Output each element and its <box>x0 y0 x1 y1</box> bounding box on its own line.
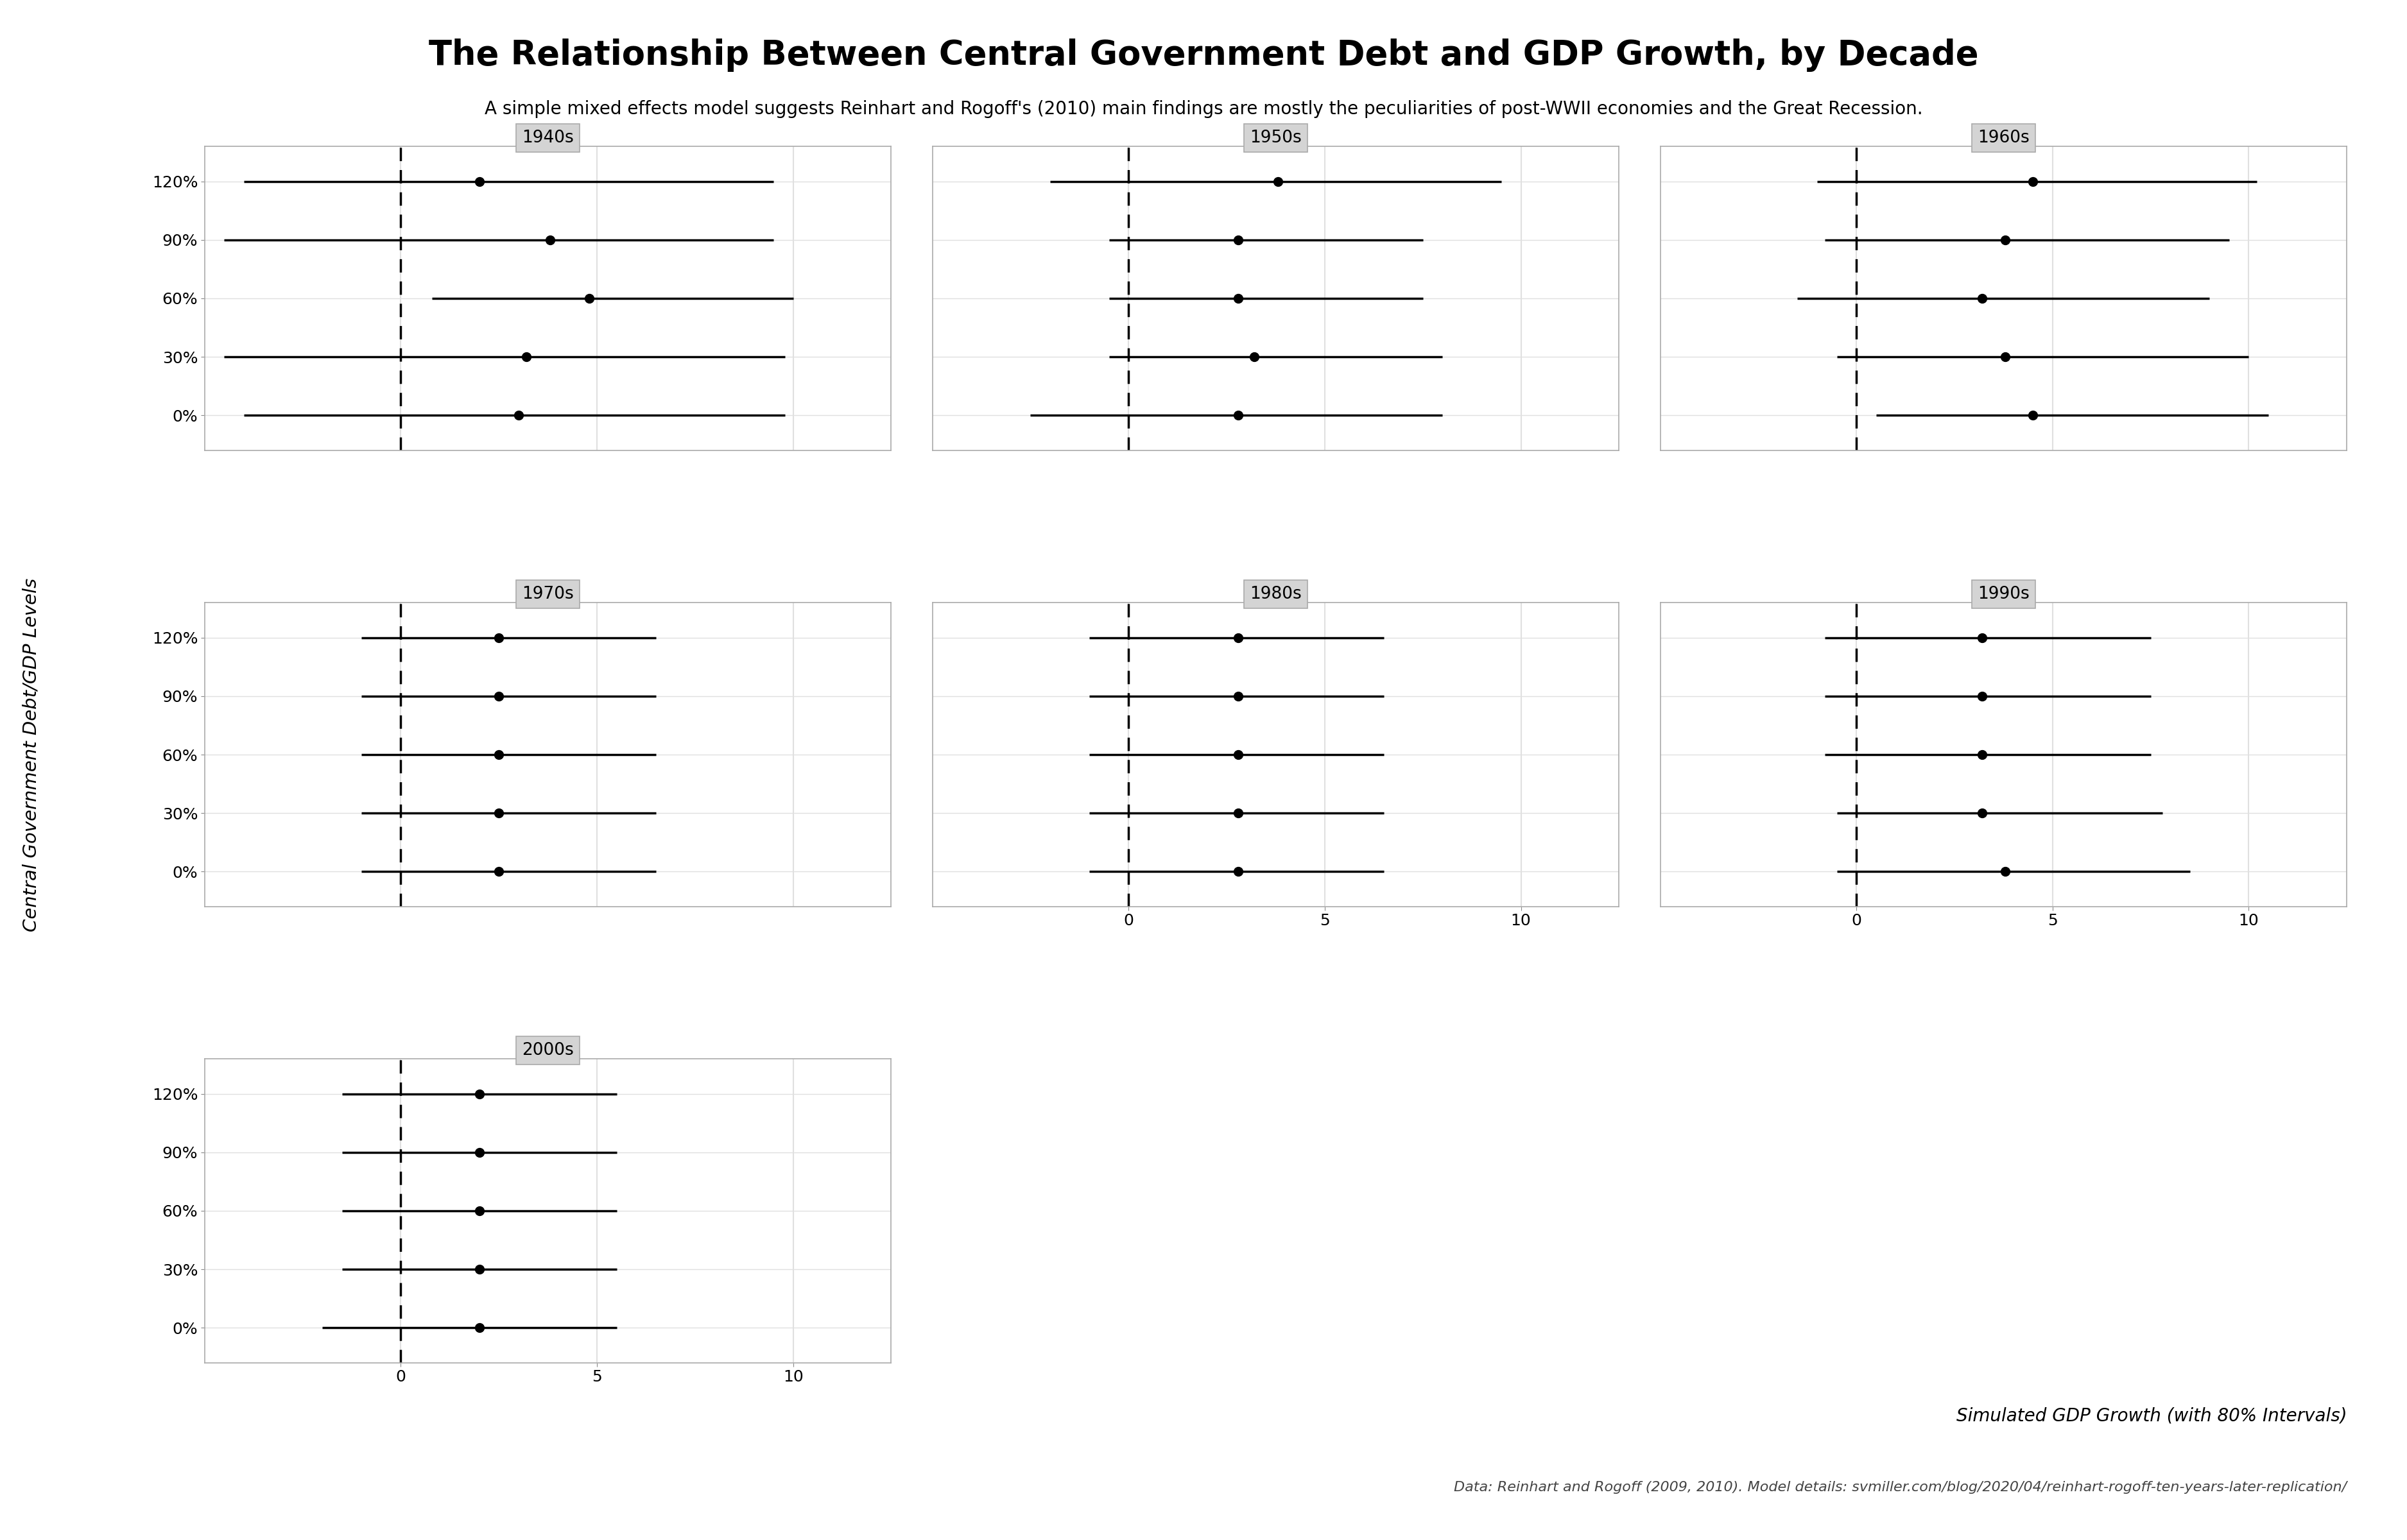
Text: Simulated GDP Growth (with 80% Intervals): Simulated GDP Growth (with 80% Intervals… <box>1957 1406 2347 1425</box>
Text: 1970s: 1970s <box>522 585 573 602</box>
Text: 1940s: 1940s <box>522 129 573 146</box>
Text: A simple mixed effects model suggests Reinhart and Rogoff's (2010) main findings: A simple mixed effects model suggests Re… <box>484 100 1923 119</box>
Text: Data: Reinhart and Rogoff (2009, 2010). Model details: svmiller.com/blog/2020/04: Data: Reinhart and Rogoff (2009, 2010). … <box>1454 1481 2347 1494</box>
Text: Central Government Debt/GDP Levels: Central Government Debt/GDP Levels <box>22 578 41 932</box>
Text: 2000s: 2000s <box>522 1043 573 1060</box>
Text: 1980s: 1980s <box>1249 585 1302 602</box>
Text: 1990s: 1990s <box>1979 585 2029 602</box>
Text: 1960s: 1960s <box>1979 129 2029 146</box>
Text: The Relationship Between Central Government Debt and GDP Growth, by Decade: The Relationship Between Central Governm… <box>428 38 1979 72</box>
Text: 1950s: 1950s <box>1249 129 1302 146</box>
